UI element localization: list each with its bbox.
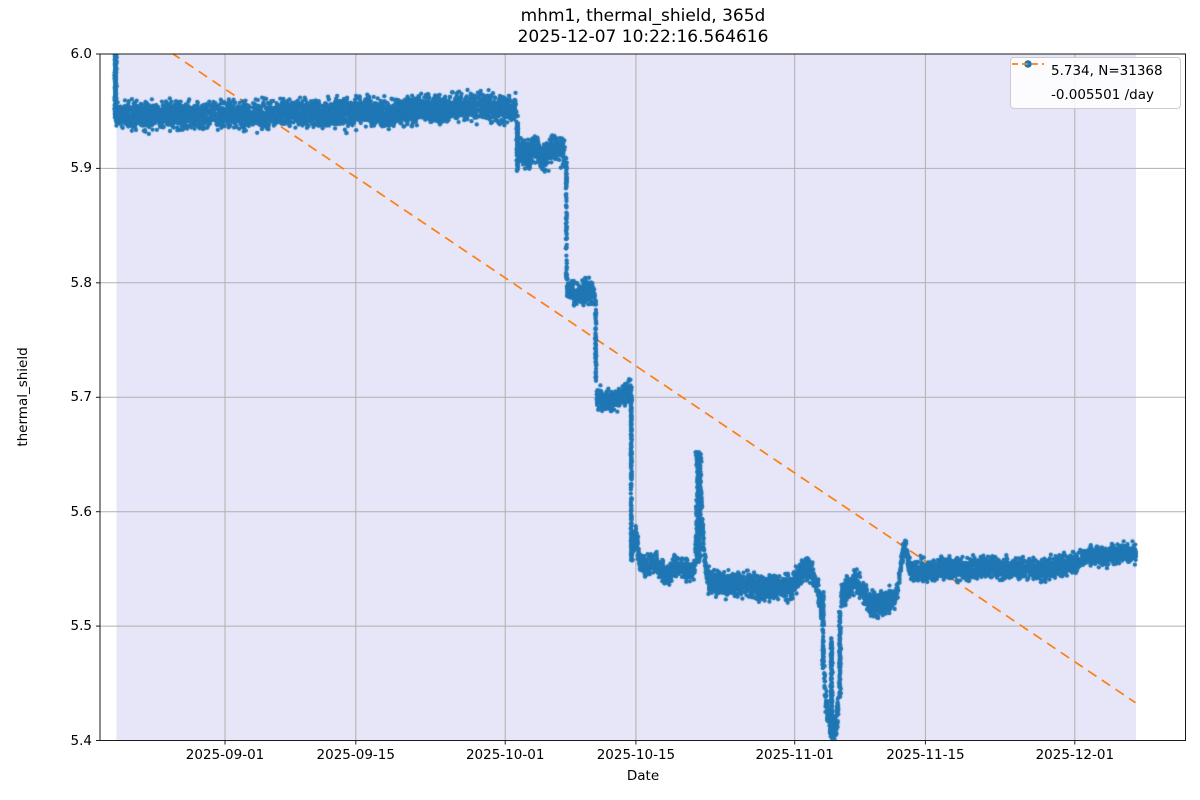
legend: 5.734, N=31368 -0.005501 /day [1010, 57, 1181, 109]
y-axis-label: thermal_shield [15, 347, 31, 447]
chart-title: mhm1, thermal_shield, 365d [520, 6, 766, 26]
x-tick-label: 2025-09-15 [316, 747, 395, 763]
y-tick-label: 5.6 [70, 503, 92, 520]
x-tick-label: 2025-09-01 [185, 747, 265, 763]
chart-subtitle-timestamp: 2025-12-07 10:22:16.564616 [517, 27, 769, 47]
y-tick-label: 5.9 [70, 160, 92, 177]
x-tick-label: 2025-10-15 [596, 747, 676, 763]
x-tick-label: 2025-12-01 [1035, 747, 1115, 763]
legend-item-trend: -0.005501 /day [1011, 63, 1180, 107]
legend-series-label: 5.734, N=31368 [1051, 63, 1163, 79]
x-tick-label: 2025-11-15 [886, 747, 965, 763]
y-tick-label: 5.7 [70, 389, 92, 406]
tick-marks [96, 53, 1076, 745]
x-tick-label: 2025-11-01 [755, 747, 834, 763]
plot-border [99, 53, 1186, 741]
legend-trend-label: -0.005501 /day [1051, 87, 1154, 103]
x-tick-label: 2025-10-01 [465, 747, 545, 763]
x-axis-label: Date [626, 768, 660, 784]
y-tick-label: 5.5 [70, 618, 92, 635]
y-tick-label: 5.8 [70, 274, 92, 291]
y-tick-label: 6.0 [70, 46, 92, 62]
y-tick-label: 5.4 [70, 732, 92, 749]
